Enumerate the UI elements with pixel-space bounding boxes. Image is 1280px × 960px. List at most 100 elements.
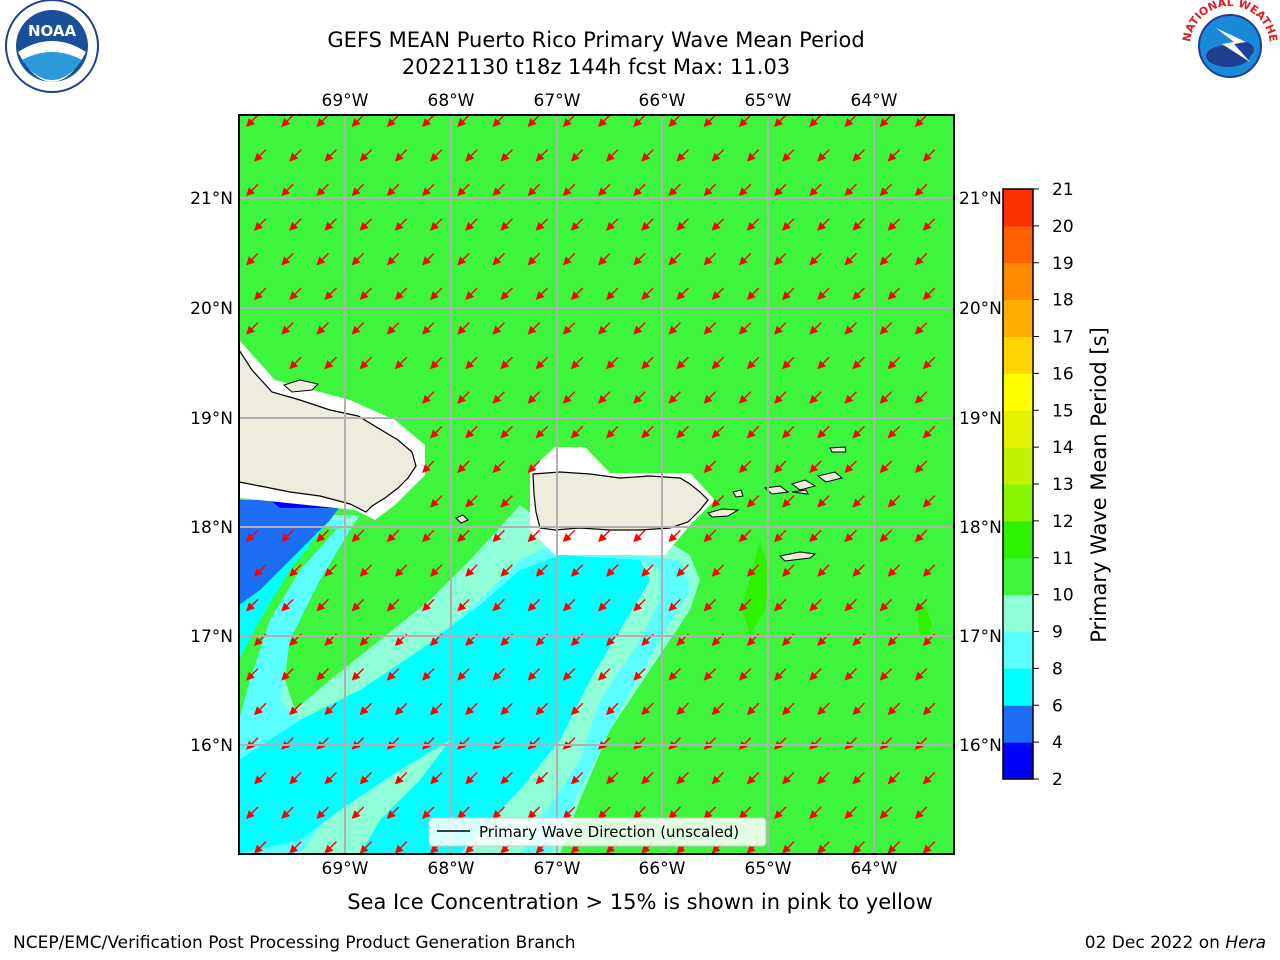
wave-arrow: [782, 218, 795, 231]
wave-arrow: [254, 702, 267, 716]
wave-arrow: [844, 115, 857, 127]
colorbar-tick-label: 20: [1052, 217, 1074, 237]
lon-label-top: 64°W: [851, 91, 898, 111]
wave-arrow: [606, 702, 619, 716]
wave-arrow: [562, 737, 576, 750]
colorbar-segment: [1003, 557, 1033, 596]
wave-arrow: [774, 668, 787, 681]
colorbar-tick-label: 16: [1052, 364, 1074, 384]
wave-arrow: [703, 598, 717, 612]
lat-label-right: 18°N: [959, 518, 1002, 538]
wave-arrow: [774, 115, 787, 127]
wave-arrow: [879, 737, 893, 750]
wave-arrow: [738, 806, 752, 819]
wave-arrow: [887, 771, 901, 785]
wave-arrow: [914, 529, 928, 543]
wave-arrow: [281, 529, 294, 543]
lat-label-right: 21°N: [959, 189, 1002, 209]
wave-arrow: [562, 806, 576, 819]
wave-arrow: [809, 598, 822, 612]
wave-arrow: [430, 356, 443, 370]
wave-arrow: [598, 598, 611, 612]
lat-label-left: 21°N: [190, 189, 233, 209]
wave-arrow: [527, 737, 541, 750]
wave-arrow: [254, 218, 267, 231]
wave-arrow: [887, 702, 901, 716]
wave-arrow: [809, 183, 822, 197]
colorbar-tick-label: 18: [1052, 291, 1074, 311]
wave-arrow: [774, 391, 787, 404]
wave-arrow: [711, 287, 725, 300]
wave-arrow: [922, 564, 936, 577]
wave-arrow: [386, 115, 400, 127]
wave-arrow: [351, 806, 365, 819]
wave-arrow: [782, 564, 795, 577]
wave-arrow: [782, 425, 795, 439]
footer-date-text: 02 Dec 2022 on: [1084, 933, 1226, 953]
wave-arrow: [527, 598, 541, 612]
lon-label-bottom: 68°W: [428, 859, 475, 879]
wave-arrow: [351, 322, 365, 335]
wave-arrow: [809, 391, 822, 404]
wave-arrow: [668, 115, 681, 127]
wave-arrow: [746, 149, 760, 162]
wave-arrow: [879, 183, 893, 197]
wave-arrow: [641, 218, 654, 231]
wave-arrow: [809, 529, 822, 543]
wave-arrow: [527, 460, 541, 473]
wave-arrow: [641, 149, 654, 162]
wave-arrow: [394, 149, 408, 162]
wave-arrow: [598, 737, 611, 750]
wave-arrow: [492, 598, 505, 612]
wave-arrow: [457, 322, 470, 335]
wave-arrow: [570, 218, 584, 231]
lat-label-left: 20°N: [190, 299, 233, 319]
wave-arrow: [668, 529, 681, 543]
wave-arrow: [351, 668, 365, 681]
wave-arrow: [535, 771, 549, 785]
colorbar-tick-label: 12: [1052, 512, 1074, 532]
land-hispaniola: [239, 348, 417, 513]
wave-arrow: [922, 425, 936, 439]
wave-arrow: [598, 183, 611, 197]
wave-arrow: [817, 425, 830, 439]
wave-arrow: [316, 183, 329, 197]
wave-arrow: [281, 737, 294, 750]
wave-arrow: [633, 115, 646, 127]
wave-arrow: [887, 495, 901, 508]
wave-arrow: [711, 218, 725, 231]
lat-label-right: 20°N: [959, 299, 1002, 319]
wave-arrow: [386, 668, 400, 681]
wave-arrow: [852, 218, 865, 231]
wave-arrow: [492, 322, 505, 335]
wave-arrow: [324, 287, 337, 300]
map-area: [239, 115, 954, 854]
wave-arrow: [457, 391, 470, 404]
wave-arrow: [809, 737, 822, 750]
wave-arrow: [668, 598, 681, 612]
wave-arrow: [887, 841, 901, 854]
nws-ring-text: NATIONAL WEATHER SERVICE: [0, 0, 1280, 43]
wave-arrow: [562, 668, 576, 681]
colorbar-tick-label: 2: [1052, 770, 1063, 790]
wave-arrow: [817, 287, 830, 300]
wave-arrow: [465, 495, 478, 508]
colorbar-tick-label: 14: [1052, 438, 1074, 458]
wave-arrow: [668, 737, 681, 750]
wave-arrow: [746, 425, 760, 439]
land-mona-island: [455, 514, 469, 524]
lat-label-right: 19°N: [959, 409, 1002, 429]
wave-arrow: [817, 841, 830, 854]
wave-arrow: [324, 771, 337, 785]
wave-arrow: [738, 737, 752, 750]
wave-arrow: [782, 771, 795, 785]
wave-arrow: [394, 702, 408, 716]
land-vieques: [707, 508, 740, 518]
nws-logo: NATIONAL WEATHER SERVICE: [0, 0, 1280, 93]
colorbar-tick-label: 4: [1052, 733, 1063, 753]
wave-arrow: [817, 771, 830, 785]
wave-arrow: [527, 115, 541, 127]
wave-arrow: [527, 806, 541, 819]
wave-arrow: [500, 425, 513, 439]
colorbar-segment: [1003, 373, 1033, 411]
